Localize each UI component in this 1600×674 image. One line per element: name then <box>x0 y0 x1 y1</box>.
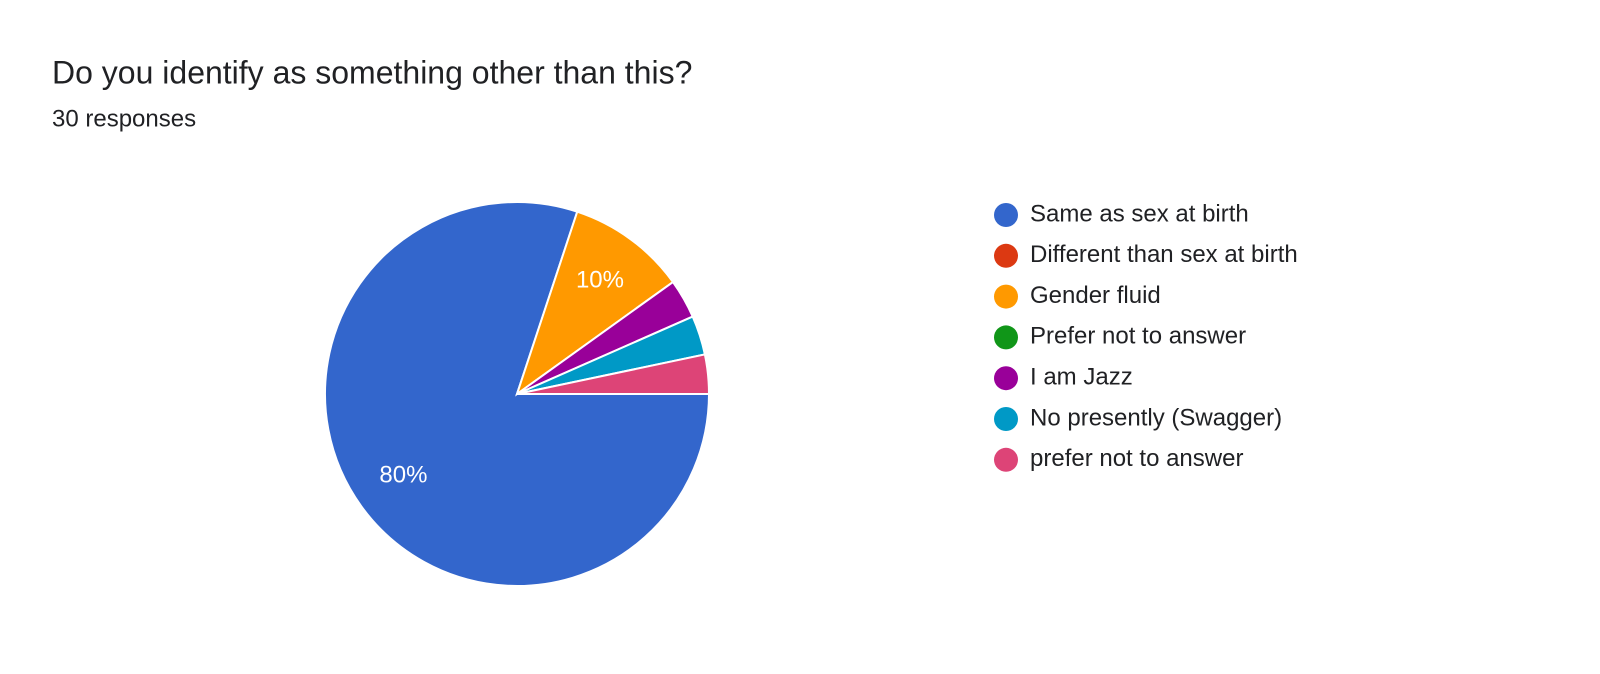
pie-slice <box>515 210 675 397</box>
chart-title: Do you identify as something other than … <box>52 54 692 90</box>
slice-label: 10% <box>576 266 624 293</box>
legend-marker <box>994 366 1018 391</box>
legend-marker <box>994 407 1018 431</box>
legend-label: Prefer not to answer <box>1030 323 1246 350</box>
legend-label: Gender fluid <box>1030 282 1161 309</box>
legend-marker <box>994 243 1018 268</box>
legend-marker <box>994 284 1018 309</box>
legend-label: I am Jazz <box>1030 364 1133 391</box>
legend-marker <box>994 203 1018 227</box>
chart-subtitle: 30 responses <box>52 105 196 132</box>
legend-label: Same as sex at birth <box>1030 200 1249 227</box>
pie-slice <box>516 353 711 395</box>
legend-label: prefer not to answer <box>1030 445 1243 472</box>
slice-label: 80% <box>379 461 427 488</box>
legend-label: Different than sex at birth <box>1030 241 1298 268</box>
legend-marker <box>994 325 1018 350</box>
legend-label: No presently (Swagger) <box>1030 404 1282 431</box>
legend-marker <box>994 447 1018 472</box>
